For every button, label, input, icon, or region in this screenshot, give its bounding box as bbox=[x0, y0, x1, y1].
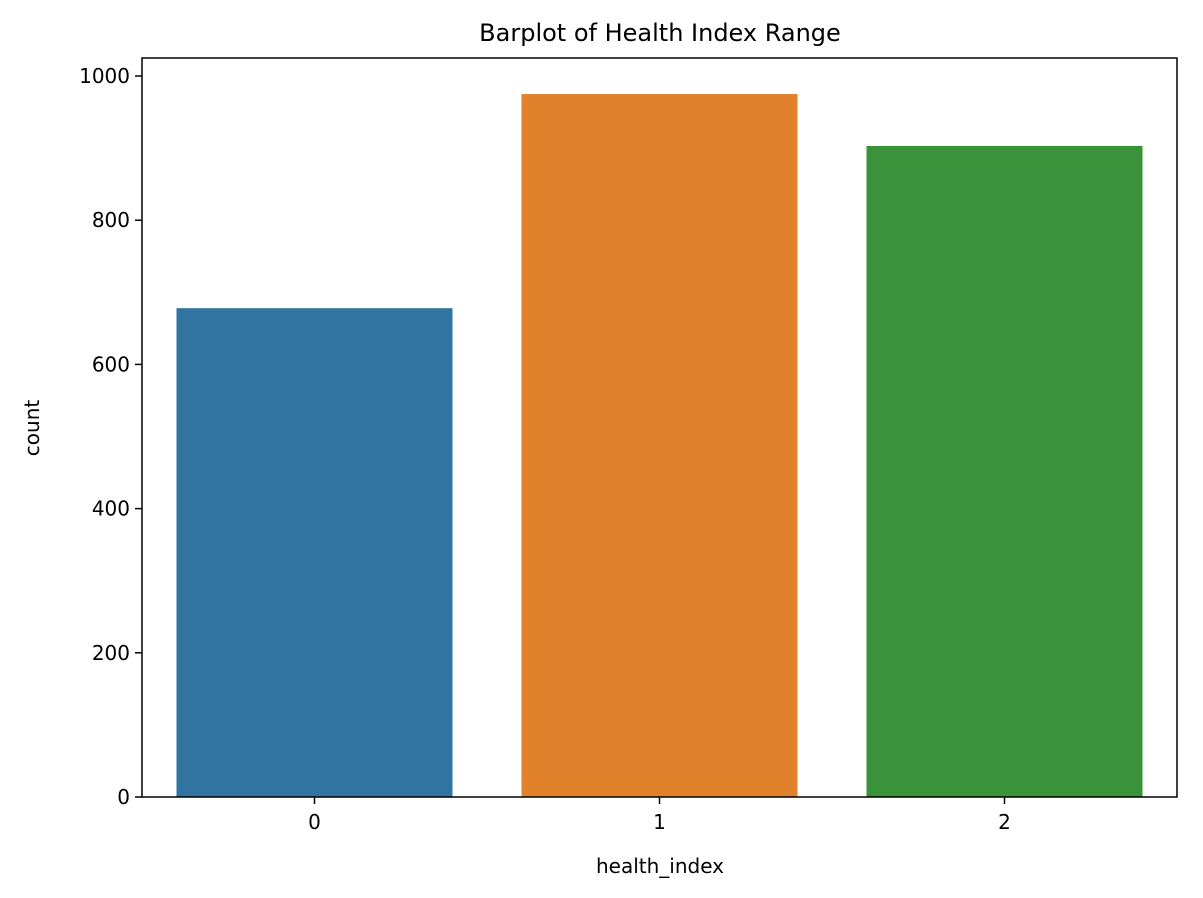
plot-frame bbox=[141, 57, 1178, 798]
y-axis-ticks: 0 200 400 600 800 1000 bbox=[79, 64, 142, 809]
y-tick-label: 200 bbox=[92, 641, 130, 665]
y-tick-label: 800 bbox=[92, 208, 130, 232]
y-axis-label: count bbox=[20, 400, 44, 457]
x-tick-label: 1 bbox=[653, 810, 666, 834]
y-tick-label: 1000 bbox=[79, 64, 130, 88]
bars-group bbox=[176, 94, 1143, 798]
y-tick-label: 0 bbox=[117, 785, 130, 809]
x-axis-ticks: 0 1 2 bbox=[308, 797, 1011, 834]
x-tick-label: 2 bbox=[998, 810, 1011, 834]
bar-1 bbox=[521, 94, 798, 798]
bar-0 bbox=[176, 308, 453, 797]
x-axis-label: health_index bbox=[596, 854, 724, 878]
y-tick-label: 400 bbox=[92, 497, 130, 521]
bar-2 bbox=[866, 145, 1143, 797]
y-tick-label: 600 bbox=[92, 352, 130, 376]
chart-title: Barplot of Health Index Range bbox=[479, 19, 841, 47]
x-tick-label: 0 bbox=[308, 810, 321, 834]
